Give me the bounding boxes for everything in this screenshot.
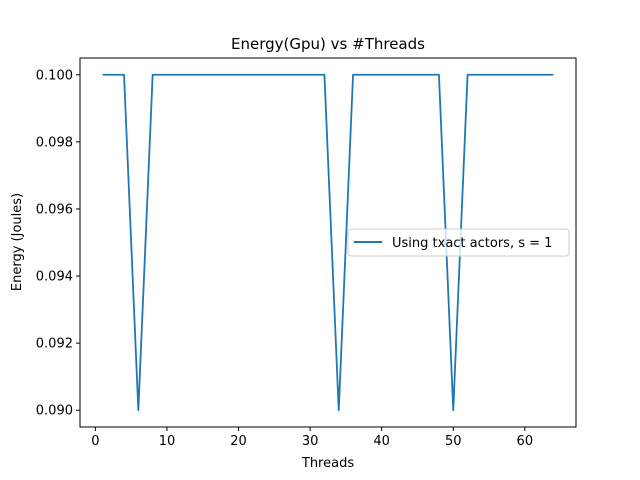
- x-axis-label: Threads: [301, 456, 354, 471]
- legend-box: [347, 228, 570, 257]
- x-tick-label: 50: [445, 434, 462, 449]
- x-tick-label: 40: [373, 434, 390, 449]
- series-line-0: [102, 73, 554, 412]
- x-tick-label: 10: [159, 434, 176, 449]
- data-layer: [102, 73, 554, 412]
- y-tick-label: 0.094: [36, 270, 73, 285]
- plot-frame: [79, 57, 577, 428]
- x-tick-label: 20: [230, 434, 247, 449]
- x-tick-label: 0: [91, 434, 99, 449]
- y-tick-label: 0.098: [36, 135, 73, 150]
- y-tick-label: 0.100: [36, 68, 73, 83]
- y-axis-label: Energy (Joules): [10, 193, 25, 291]
- x-tick-label: 60: [517, 434, 534, 449]
- legend: Using txact actors, s = 1: [347, 228, 570, 257]
- y-tick-label: 0.090: [36, 404, 73, 419]
- chart-title: Energy(Gpu) vs #Threads: [231, 35, 425, 53]
- y-tick-label: 0.092: [36, 337, 73, 352]
- legend-label: Using txact actors, s = 1: [392, 236, 552, 251]
- ticks-layer: 0 10 20 30 40 50 60 0.090 0.092 0.094 0.096 0.098 0.…: [36, 68, 533, 449]
- x-tick-label: 30: [302, 434, 319, 449]
- y-tick-label: 0.096: [36, 202, 73, 217]
